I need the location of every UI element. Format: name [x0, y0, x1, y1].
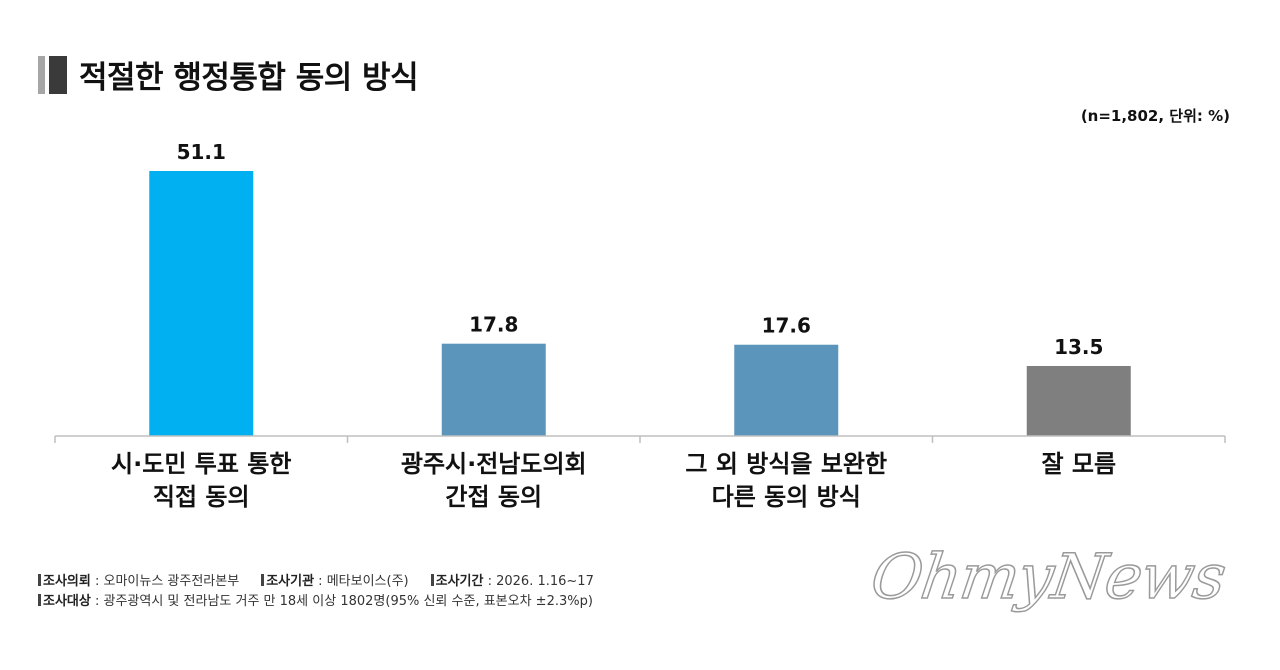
category-label: 잘 모름 — [1041, 450, 1116, 478]
footer-label: 조사대상 — [43, 594, 91, 609]
footer-bullet-icon — [38, 594, 41, 606]
footer-value: 메타보이스(주) — [326, 574, 409, 589]
category-label: 다른 동의 방식 — [712, 483, 861, 511]
footer-value: 오마이뉴스 광주전라본부 — [103, 574, 240, 589]
chart-title-block: 적절한 행정통합 동의 방식 — [38, 52, 419, 97]
title-marker-icon — [38, 55, 67, 94]
footer-bullet-icon — [430, 574, 434, 586]
footer-label: 조사기간 — [435, 574, 484, 589]
data-label: 17.8 — [469, 313, 518, 337]
bar — [441, 343, 546, 436]
category-label: 그 외 방식을 보완한 — [685, 450, 887, 478]
footer-value: 2026. 1.16~17 — [496, 574, 594, 589]
category-label: 직접 동의 — [153, 483, 250, 511]
footer-line-1: 조사의뢰 : 오마이뉴스 광주전라본부 조사기관 : 메타보이스(주) 조사기간 :… — [38, 570, 594, 589]
footer-value: 광주광역시 및 전라남도 거주 만 18세 이상 1802명(95% 신뢰 수준… — [103, 594, 593, 609]
category-label: 간접 동의 — [445, 483, 542, 511]
unit-note: (n=1,802, 단위: %) — [1080, 107, 1230, 125]
category-label: 시·도민 투표 통한 — [111, 450, 291, 478]
footer-bullet-icon — [261, 574, 265, 586]
bar — [1026, 365, 1131, 436]
footer-label: 조사의뢰 — [43, 574, 91, 589]
chart-title: 적절한 행정통합 동의 방식 — [79, 60, 419, 96]
data-label: 17.6 — [762, 314, 811, 338]
footer-label: 조사기관 — [266, 574, 315, 589]
data-label: 51.1 — [177, 140, 226, 164]
bar — [149, 171, 254, 436]
bar — [734, 344, 839, 436]
footer-line-2: 조사대상 : 광주광역시 및 전라남도 거주 만 18세 이상 1802명(95… — [38, 590, 593, 609]
category-label: 광주시·전남도의회 — [401, 450, 587, 478]
watermark-logo: OhmyNews — [866, 539, 1230, 614]
footer-bullet-icon — [38, 574, 41, 586]
data-label: 13.5 — [1054, 335, 1103, 359]
